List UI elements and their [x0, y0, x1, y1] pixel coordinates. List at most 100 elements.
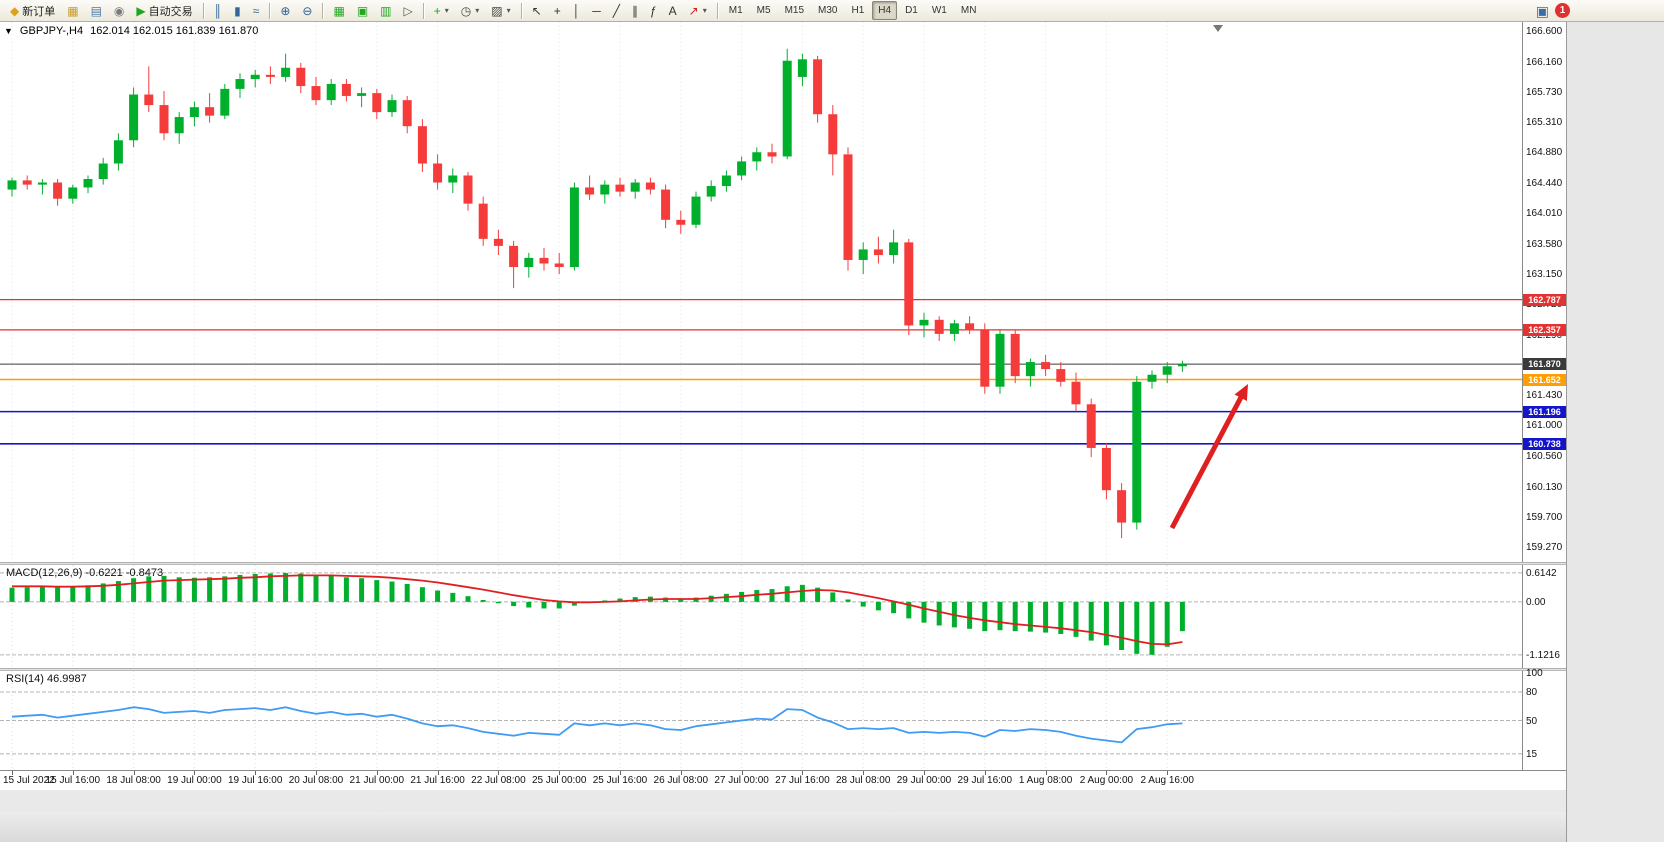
profiles-icon: ▤ — [90, 3, 102, 18]
line-chart-button[interactable]: ≈ — [248, 1, 265, 20]
time-axis-tick — [437, 771, 439, 775]
auto-trading-button[interactable]: ▶ 自动交易 — [131, 1, 197, 20]
time-axis-tick — [741, 771, 743, 775]
main-chart-canvas[interactable] — [0, 22, 1522, 562]
price-axis-label: 165.310 — [1526, 116, 1563, 128]
zoom-out-button[interactable]: ⊖ — [297, 1, 317, 20]
text-label-icon: A — [668, 3, 677, 18]
chart-window: ▼ GBPJPY-,H4 162.014 162.015 161.839 161… — [0, 22, 1566, 790]
toolbar-separator — [520, 2, 522, 19]
arrange-windows-button[interactable]: ▥ — [375, 1, 396, 20]
time-axis-label: 21 Jul 00:00 — [349, 775, 405, 786]
rsi-canvas[interactable] — [0, 671, 1522, 770]
text-label-button[interactable]: A — [664, 1, 682, 20]
cascade-windows-button[interactable]: ▣ — [352, 1, 373, 20]
macd-panel: MACD(12,26,9) -0.6221 -0.8473 0.6142 0.00… — [0, 565, 1566, 668]
new-order-button[interactable]: ◆ 新订单 — [5, 1, 60, 20]
fibonacci-button[interactable]: ƒ — [645, 1, 662, 20]
arrows-button[interactable]: ↗ ▾ — [684, 1, 712, 20]
chart-shift-marker-icon[interactable] — [1213, 25, 1223, 32]
candlestick-chart-icon: ▮ — [234, 3, 241, 18]
macd-price-axis[interactable]: 0.6142 0.00 -1.1216 — [1522, 565, 1566, 668]
templates-icon: ▨ — [491, 3, 503, 18]
data-window-button[interactable]: ◉ — [109, 1, 129, 20]
rsi-price-axis[interactable]: 100 80 50 15 — [1522, 668, 1566, 770]
time-axis-label: 25 Jul 16:00 — [592, 775, 648, 786]
bar-chart-button[interactable]: ║ — [209, 1, 228, 20]
periods-button[interactable]: ◷ ▾ — [456, 1, 485, 20]
macd-axis-label: 0.00 — [1526, 596, 1546, 608]
timeframe-m1-button[interactable]: M1 — [723, 1, 749, 20]
time-axis-tick — [924, 771, 925, 775]
data-window-icon: ◉ — [113, 3, 125, 18]
panel-separator-macd[interactable] — [0, 562, 1566, 565]
timeframe-h1-button[interactable]: H1 — [845, 1, 870, 20]
chart-window-button[interactable]: ▦ — [62, 1, 83, 20]
toolbar-separator — [269, 2, 271, 19]
horizontal-line-icon: ─ — [592, 3, 601, 18]
bar-chart-icon: ║ — [213, 3, 223, 18]
timeframe-w1-button[interactable]: W1 — [926, 1, 953, 20]
horizontal-line-button[interactable]: ─ — [587, 1, 606, 20]
support-line-blue-lower-price-tag: 160.738 — [1523, 437, 1566, 450]
time-axis-tick — [133, 771, 135, 775]
time-axis-tick — [316, 771, 317, 775]
macd-canvas[interactable] — [0, 565, 1522, 668]
time-axis-label: 19 Jul 16:00 — [227, 775, 283, 786]
toolbar-separator — [202, 2, 204, 19]
time-axis-label: 15 Jul 16:00 — [45, 775, 101, 786]
macd-histogram — [9, 573, 1185, 655]
notification-badge[interactable]: 1 — [1555, 3, 1570, 18]
timeframe-mn-button[interactable]: MN — [955, 1, 983, 20]
price-axis-label: 164.010 — [1526, 208, 1563, 220]
price-axis-label: 166.160 — [1526, 57, 1563, 69]
indicators-button[interactable]: + ▾ — [429, 1, 454, 20]
equidistant-channel-button[interactable]: ∥ — [627, 1, 643, 20]
line-chart-icon: ≈ — [252, 3, 260, 18]
profiles-button[interactable]: ▤ — [86, 1, 107, 20]
caret-down-icon: ▾ — [444, 6, 449, 15]
main-price-axis[interactable]: 166.600 166.160 165.730 165.310 164.880 164.4… — [1522, 22, 1566, 562]
resistance-line-upper-price-tag: 162.787 — [1523, 293, 1566, 306]
vertical-line-button[interactable]: │ — [568, 1, 586, 20]
time-axis-tick — [1045, 771, 1047, 775]
time-axis-tick — [72, 771, 74, 775]
tile-windows-icon: ▦ — [333, 3, 345, 18]
community-icon[interactable]: ▣ — [1535, 2, 1549, 19]
price-axis-label: 160.130 — [1526, 481, 1563, 493]
time-axis-label: 2 Aug 00:00 — [1079, 775, 1134, 786]
cursor-icon: ↖ — [531, 3, 542, 18]
templates-button[interactable]: ▨ ▾ — [486, 1, 515, 20]
vertical-line-icon: │ — [572, 3, 581, 18]
chart-shift-button[interactable]: ▷ — [399, 1, 418, 20]
rsi-axis-label: 15 — [1526, 748, 1538, 760]
bid-price-line-price-tag: 161.870 — [1523, 358, 1566, 371]
indicators-icon: + — [433, 3, 441, 18]
time-axis-label: 29 Jul 00:00 — [896, 775, 952, 786]
trend-arrow-annotation[interactable] — [1169, 390, 1247, 530]
cursor-button[interactable]: ↖ — [527, 1, 547, 20]
price-axis-label: 166.600 — [1526, 26, 1563, 38]
time-axis[interactable]: 15 Jul 2022 15 Jul 16:00 18 Jul 08:00 19 Ju… — [0, 770, 1566, 790]
crosshair-button[interactable]: + — [549, 1, 566, 20]
price-axis-label: 164.880 — [1526, 147, 1563, 159]
auto-trading-button-label: 自动交易 — [148, 5, 193, 18]
panel-separator-rsi[interactable] — [0, 668, 1566, 671]
tile-windows-button[interactable]: ▦ — [328, 1, 349, 20]
zoom-in-button[interactable]: ⊕ — [275, 1, 295, 20]
timeframe-h4-button[interactable]: H4 — [872, 1, 898, 20]
periods-icon: ◷ — [460, 3, 472, 18]
trendline-button[interactable]: ╱ — [608, 1, 625, 20]
timeframe-m15-button[interactable]: M15 — [779, 1, 810, 20]
candlestick-chart-button[interactable]: ▮ — [229, 1, 246, 20]
time-axis-label: 27 Jul 16:00 — [775, 775, 830, 786]
chart-shift-icon: ▷ — [403, 3, 413, 18]
timeframe-m5-button[interactable]: M5 — [751, 1, 777, 20]
chart-window-icon: ▦ — [67, 3, 79, 18]
timeframe-d1-button[interactable]: D1 — [899, 1, 924, 20]
candlestick-series — [7, 48, 1187, 539]
rsi-axis-label: 80 — [1526, 686, 1538, 698]
price-axis-label: 164.440 — [1526, 178, 1563, 190]
time-axis-label: 21 Jul 16:00 — [410, 775, 465, 786]
timeframe-m30-button[interactable]: M30 — [812, 1, 843, 20]
